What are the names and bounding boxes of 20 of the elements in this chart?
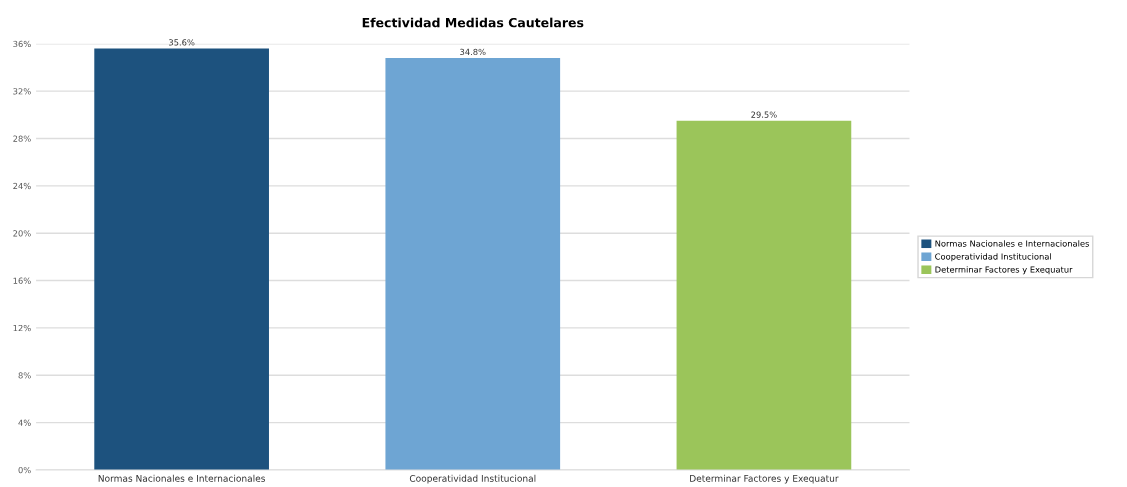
y-tick-label: 32% (13, 88, 31, 95)
y-tick-label: 16% (13, 277, 31, 284)
y-tick-label: 28% (13, 135, 31, 142)
legend-label: Normas Nacionales e Internacionales (935, 240, 1090, 247)
x-tick-label: Normas Nacionales e Internacionales (98, 474, 266, 482)
y-tick-label: 24% (13, 182, 31, 190)
data-label: 29.5% (751, 111, 777, 118)
y-tick-label: 8% (18, 372, 31, 379)
y-tick-label: 0% (18, 466, 31, 474)
y-tick-label: 12% (13, 324, 31, 332)
legend-label: Cooperatividad Institucional (935, 253, 1051, 262)
y-tick-label: 20% (13, 230, 31, 237)
y-tick-label: 36% (13, 40, 31, 48)
legend-label: Determinar Factores y Exequatur (935, 266, 1073, 275)
x-tick-label: Cooperatividad Institucional (409, 474, 536, 484)
x-tick-label: Determinar Factores y Exequatur (690, 474, 839, 484)
data-label: 34.8% (460, 48, 486, 56)
y-tick-label: 4% (18, 419, 31, 426)
chart-title: Efectividad Medidas Cautelares (362, 17, 584, 28)
data-label: 35.6% (169, 39, 195, 46)
